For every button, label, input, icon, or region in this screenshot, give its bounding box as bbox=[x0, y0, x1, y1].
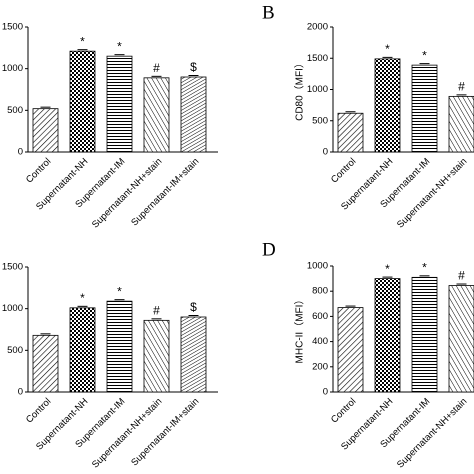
bar bbox=[69, 307, 96, 393]
significance-mark: # bbox=[153, 61, 160, 75]
significance-mark: * bbox=[385, 262, 390, 276]
y-tick-label: 600 bbox=[312, 311, 328, 322]
bar bbox=[143, 77, 170, 153]
x-tick-label: Control bbox=[24, 156, 53, 185]
y-tick-label: 0 bbox=[323, 387, 328, 398]
y-tick-label: 0 bbox=[323, 147, 328, 158]
x-tick-label: Control bbox=[329, 156, 358, 185]
significance-mark: # bbox=[458, 269, 465, 283]
significance-mark: * bbox=[422, 48, 427, 62]
bar bbox=[32, 108, 59, 153]
significance-mark: * bbox=[80, 34, 85, 48]
bar bbox=[411, 276, 438, 393]
x-tick-label: Supernatant-NH+stain bbox=[395, 156, 469, 230]
y-axis-label: MHC-II（MFI） bbox=[294, 295, 306, 364]
significance-mark: * bbox=[117, 284, 122, 298]
x-tick-label: Supernatant-IM+stain bbox=[129, 396, 201, 468]
x-tick-label: Control bbox=[24, 396, 53, 425]
y-tick-label: 500 bbox=[312, 115, 328, 126]
significance-mark: * bbox=[117, 39, 122, 53]
bar bbox=[448, 285, 474, 393]
bar bbox=[32, 334, 59, 393]
x-tick-label: Supernatant-NH+stain bbox=[395, 396, 469, 470]
significance-mark: $ bbox=[190, 60, 197, 74]
y-tick-label: 0 bbox=[18, 147, 23, 158]
bar bbox=[374, 58, 401, 153]
y-tick-label: 1000 bbox=[307, 261, 328, 272]
significance-mark: $ bbox=[190, 300, 197, 314]
bar bbox=[106, 55, 133, 153]
bar bbox=[411, 64, 438, 153]
bar bbox=[374, 278, 401, 393]
y-tick-label: 2000 bbox=[307, 22, 328, 33]
x-tick-label: Supernatant-IM+stain bbox=[129, 156, 201, 228]
y-tick-label: 500 bbox=[7, 105, 23, 116]
bar bbox=[337, 112, 364, 153]
y-tick-label: 500 bbox=[7, 345, 23, 356]
y-tick-label: 0 bbox=[18, 387, 23, 398]
significance-mark: * bbox=[385, 42, 390, 56]
y-tick-label: 800 bbox=[312, 286, 328, 297]
bar bbox=[180, 316, 207, 393]
bar bbox=[143, 319, 170, 393]
bar bbox=[448, 95, 474, 153]
panel-label: D bbox=[262, 239, 276, 260]
y-tick-label: 1500 bbox=[2, 262, 23, 273]
x-tick-label: Supernatant-NH+stain bbox=[90, 156, 164, 230]
y-tick-label: 1000 bbox=[307, 84, 328, 95]
y-tick-label: 400 bbox=[312, 336, 328, 347]
significance-mark: # bbox=[458, 80, 465, 94]
y-tick-label: 1000 bbox=[2, 303, 23, 314]
y-tick-label: 200 bbox=[312, 361, 328, 372]
y-tick-label: 1500 bbox=[307, 53, 328, 64]
significance-mark: * bbox=[80, 291, 85, 305]
bar bbox=[106, 300, 133, 393]
panel-label: B bbox=[262, 2, 275, 23]
y-axis-label: CD80（MFI） bbox=[294, 58, 306, 121]
y-tick-label: 1500 bbox=[2, 22, 23, 33]
significance-mark: * bbox=[422, 261, 427, 275]
bar bbox=[180, 76, 207, 153]
x-tick-label: Supernatant-NH+stain bbox=[90, 396, 164, 470]
y-tick-label: 1000 bbox=[2, 63, 23, 74]
bar bbox=[337, 307, 364, 393]
significance-mark: # bbox=[153, 304, 160, 318]
x-tick-label: Control bbox=[329, 396, 358, 425]
bar bbox=[69, 50, 96, 153]
